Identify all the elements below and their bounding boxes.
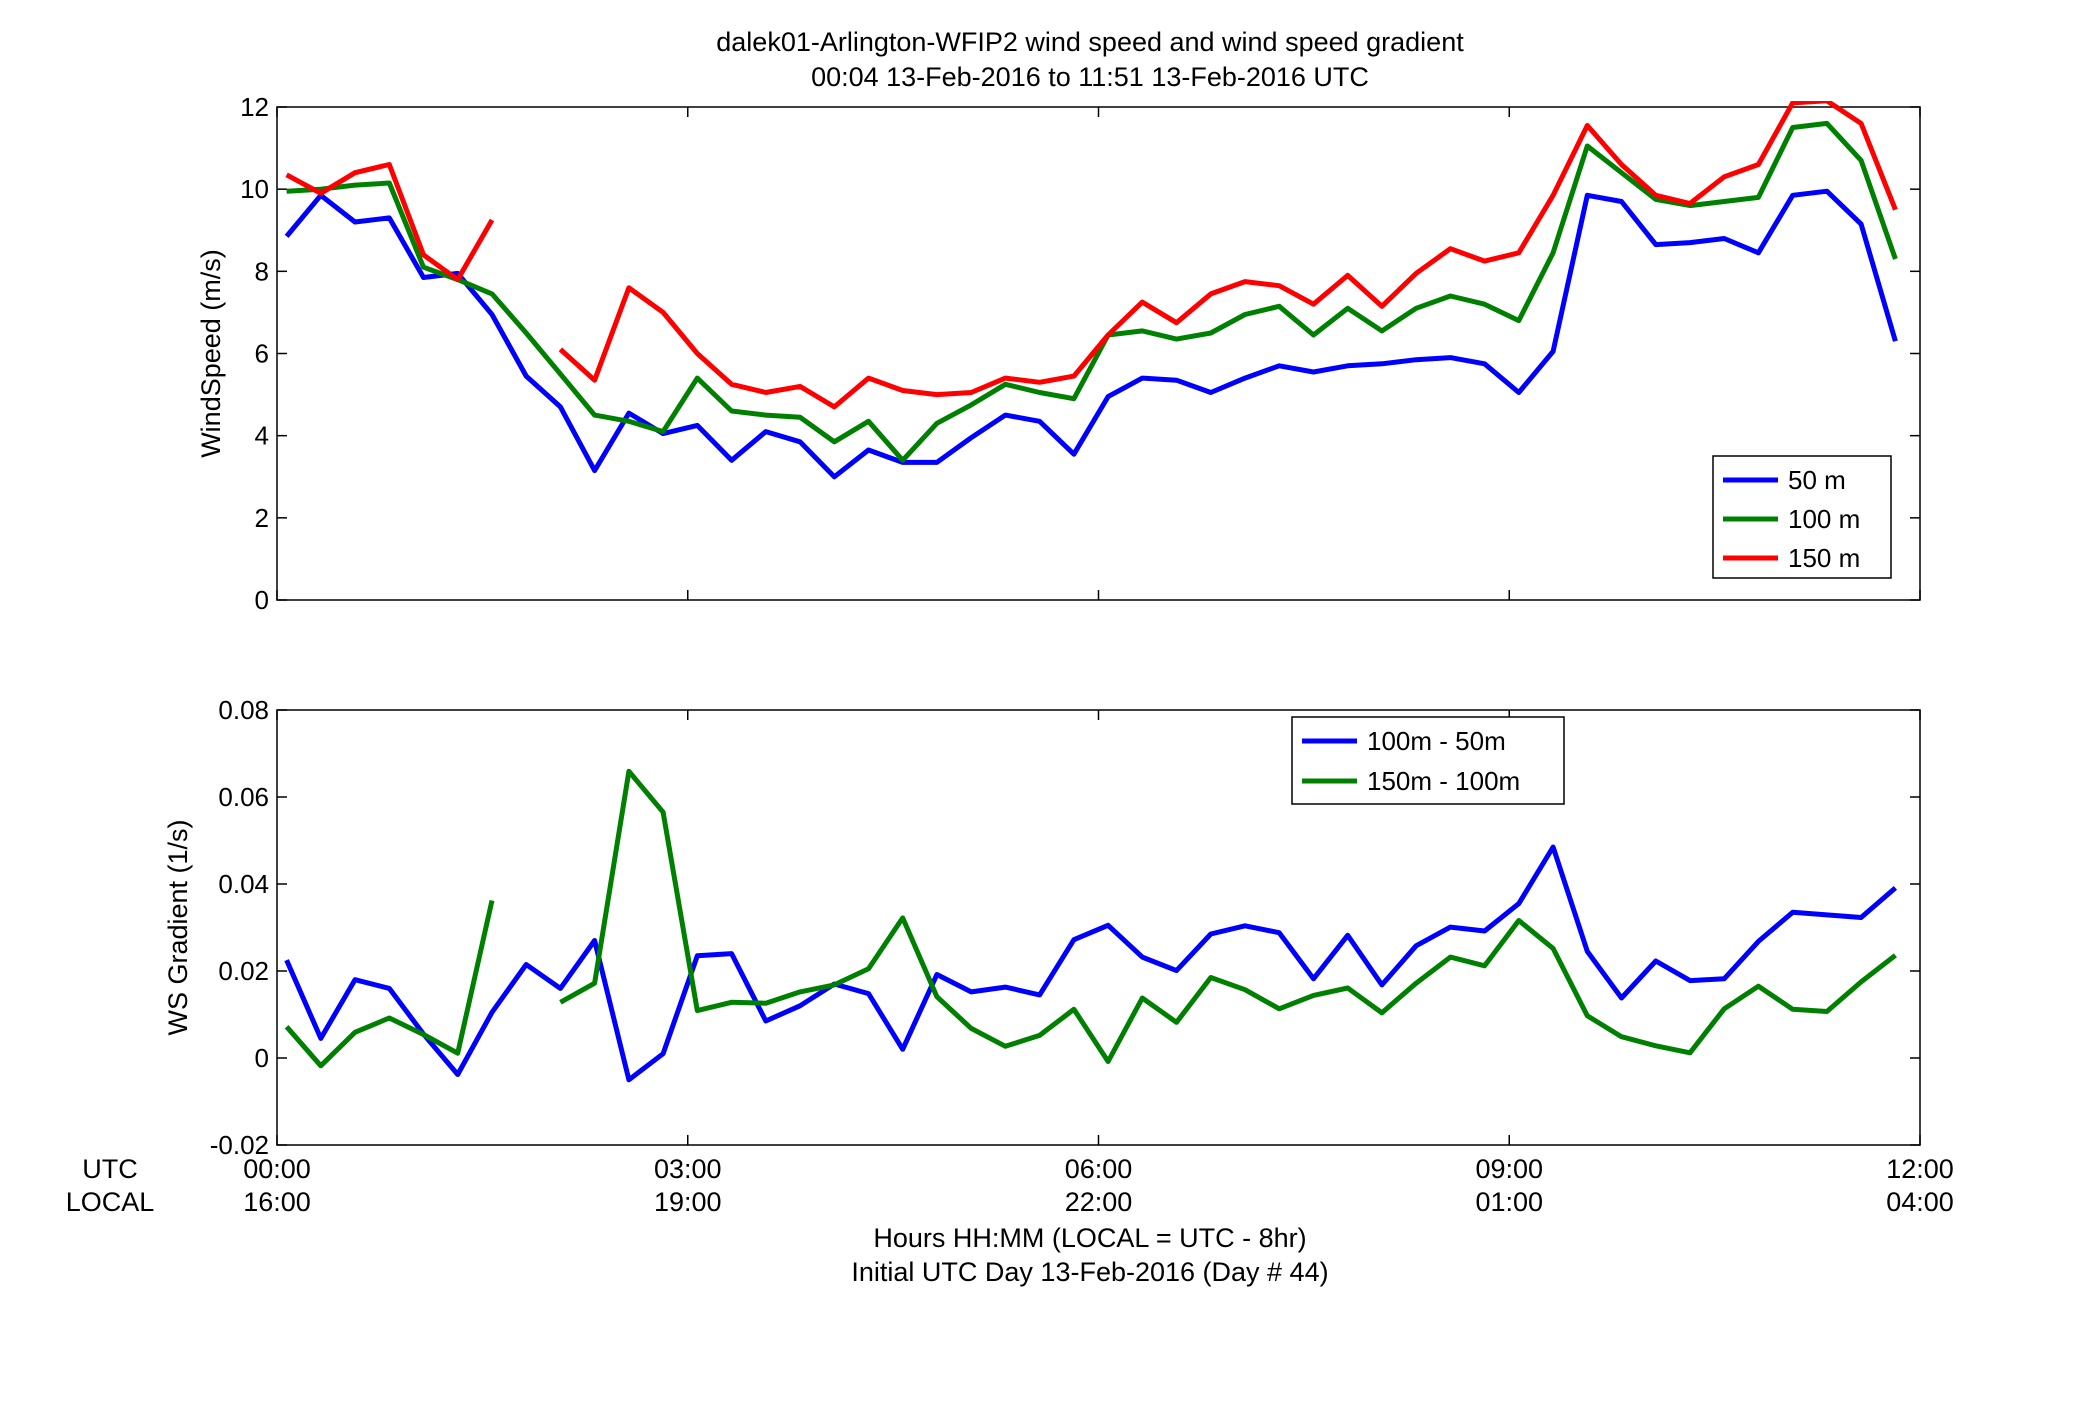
local-row-label: LOCAL	[66, 1187, 155, 1217]
x-tick-label-utc: 06:00	[1065, 1154, 1133, 1184]
y-tick-label: 0	[255, 1043, 269, 1073]
y-tick-label: 10	[240, 174, 269, 204]
x-tick-label-local: 04:00	[1886, 1187, 1954, 1217]
figure-subtitle: 00:04 13-Feb-2016 to 11:51 13-Feb-2016 U…	[811, 62, 1369, 92]
figure-title: dalek01-Arlington-WFIP2 wind speed and w…	[716, 27, 1464, 57]
y-axis-label: WindSpeed (m/s)	[196, 249, 226, 458]
series-line-100-m	[286, 120, 1898, 463]
y-tick-label: 6	[255, 339, 269, 369]
series-line-150m-100m	[284, 768, 1897, 1069]
y-tick-label: -0.02	[210, 1130, 269, 1160]
legend-label: 150m - 100m	[1367, 766, 1520, 796]
x-axis-sublabel: Initial UTC Day 13-Feb-2016 (Day # 44)	[851, 1257, 1328, 1287]
y-tick-label: 0	[255, 585, 269, 615]
x-tick-label-local: 22:00	[1065, 1187, 1133, 1217]
y-tick-label: 12	[240, 92, 269, 122]
x-tick-label-utc: 03:00	[654, 1154, 722, 1184]
x-tick-label-utc: 09:00	[1475, 1154, 1543, 1184]
legend-label: 100m - 50m	[1367, 726, 1506, 756]
legend-label: 100 m	[1788, 504, 1860, 534]
series-line-150-m	[285, 101, 1898, 410]
legend-box	[1291, 716, 1565, 805]
x-tick-label-utc: 00:00	[243, 1154, 311, 1184]
y-tick-label: 2	[255, 503, 269, 533]
y-tick-label: 0.04	[218, 869, 269, 899]
y-tick-label: 4	[255, 421, 269, 451]
legend-label: 150 m	[1788, 543, 1860, 573]
x-tick-label-utc: 12:00	[1886, 1154, 1954, 1184]
x-axis-label: Hours HH:MM (LOCAL = UTC - 8hr)	[873, 1223, 1306, 1253]
x-tick-label-local: 16:00	[243, 1187, 311, 1217]
x-tick-label-local: 01:00	[1475, 1187, 1543, 1217]
y-tick-label: 0.06	[218, 782, 269, 812]
windspeed-panel: 0 2 4 6 8 10 12 WindSpeed (m/s) 50 m 100 m 150 m	[196, 92, 1921, 615]
series-line-50-m	[284, 188, 1898, 480]
y-tick-label: 0.02	[218, 956, 269, 986]
y-tick-label: 8	[255, 256, 269, 286]
series-line-100m-50m	[284, 844, 1898, 1083]
y-axis-label: WS Gradient (1/s)	[163, 819, 193, 1035]
y-tick-label: 0.08	[218, 695, 269, 725]
x-tick-label-local: 19:00	[654, 1187, 722, 1217]
utc-row-label: UTC	[82, 1154, 138, 1184]
legend-label: 50 m	[1788, 465, 1846, 495]
